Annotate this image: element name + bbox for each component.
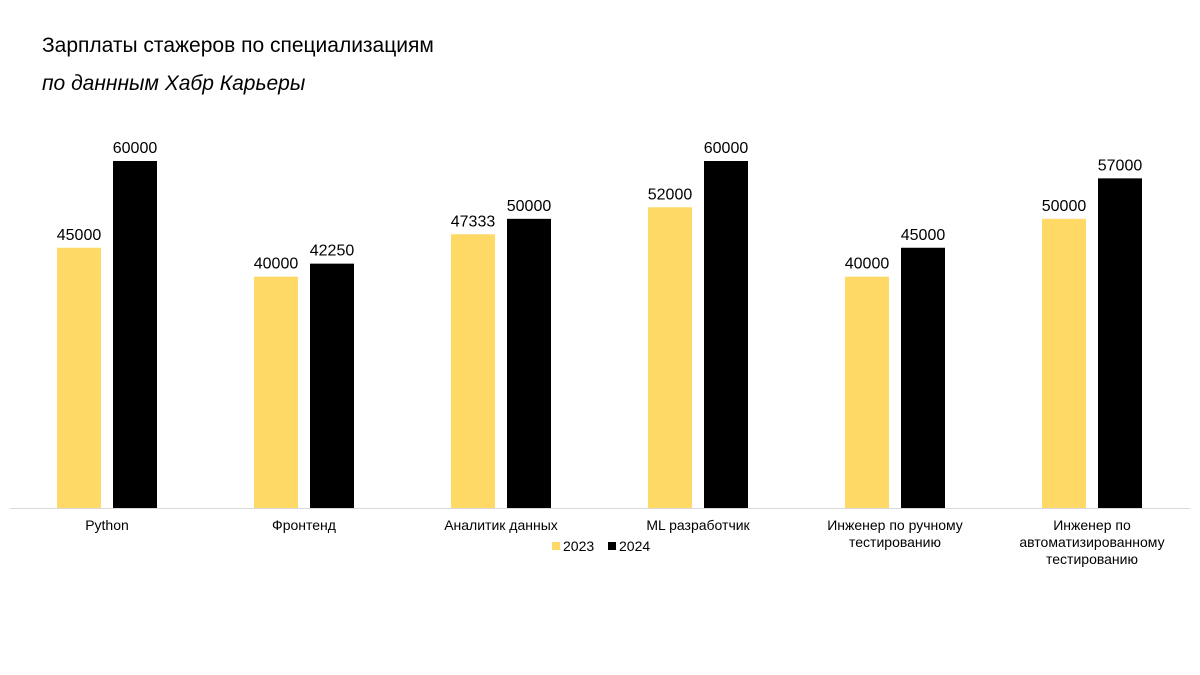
bar-2024-2 — [507, 218, 551, 509]
category-label-0: Python — [85, 517, 129, 533]
data-label-2024-5: 57000 — [1098, 157, 1143, 174]
bar-2024-3 — [704, 161, 748, 508]
legend-swatch-2024 — [608, 542, 616, 550]
bar-2023-0 — [57, 247, 101, 508]
data-label-2024-3: 60000 — [704, 140, 749, 157]
bar-2024-4 — [901, 247, 945, 508]
category-label-line: Python — [85, 517, 129, 533]
data-label-2023-3: 52000 — [648, 186, 693, 203]
bar-2023-2 — [451, 234, 495, 508]
category-label-5: Инженер по автоматизированному тестировани… — [1019, 517, 1164, 567]
chart-title: Зарплаты стажеров по специализациям — [42, 34, 434, 57]
category-label-line: Фронтенд — [272, 517, 336, 533]
category-label-4: Инженер по ручному тестированию — [827, 517, 963, 550]
bar-2023-4 — [845, 276, 889, 508]
legend-label-2023: 2023 — [563, 538, 594, 554]
bar-2023-5 — [1042, 218, 1086, 509]
category-label-line: Аналитик данных — [444, 517, 558, 533]
data-label-2024-2: 50000 — [507, 198, 552, 215]
legend-swatch-2023 — [552, 542, 560, 550]
category-label-line: автоматизированному — [1019, 534, 1164, 550]
bar-2024-0 — [113, 161, 157, 508]
data-label-2023-2: 47333 — [451, 213, 496, 230]
data-label-2024-1: 42250 — [310, 243, 355, 260]
bar-2024-5 — [1098, 178, 1142, 508]
data-label-2023-4: 40000 — [845, 256, 890, 273]
category-label-2: Аналитик данных — [444, 517, 558, 533]
category-label-line: тестированию — [1046, 551, 1138, 567]
category-label-line: Инженер по ручному — [827, 517, 963, 533]
data-label-2023-1: 40000 — [254, 256, 299, 273]
chart-subtitle: по даннным Хабр Карьеры — [42, 72, 306, 95]
category-label-line: Инженер по — [1053, 517, 1131, 533]
data-label-2024-0: 60000 — [113, 140, 158, 157]
bar-2023-3 — [648, 207, 692, 508]
category-label-line: тестированию — [849, 534, 941, 550]
category-label-3: ML разработчик — [646, 517, 750, 533]
data-label-2023-0: 45000 — [57, 227, 102, 244]
legend-label-2024: 2024 — [619, 538, 650, 554]
bar-2023-1 — [254, 276, 298, 508]
data-label-2023-5: 50000 — [1042, 198, 1087, 215]
bar-2024-1 — [310, 263, 354, 508]
data-label-2024-4: 45000 — [901, 227, 946, 244]
category-label-line: ML разработчик — [646, 517, 750, 533]
category-label-1: Фронтенд — [272, 517, 336, 533]
